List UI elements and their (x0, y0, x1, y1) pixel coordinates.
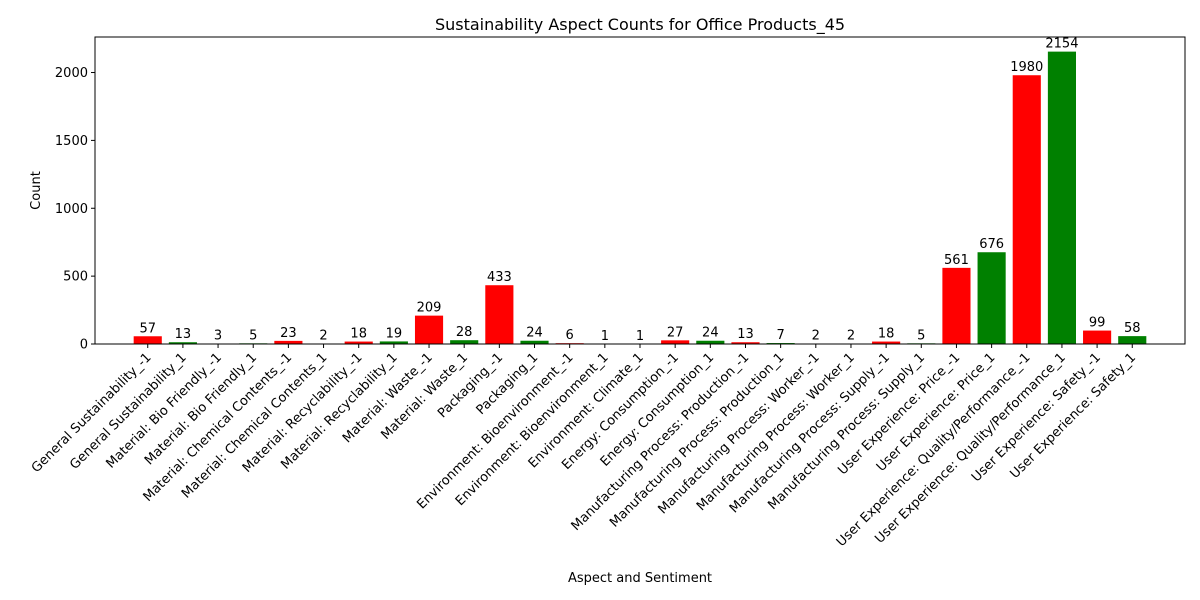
bar (133, 336, 162, 344)
bar (344, 341, 373, 344)
y-axis-label: Count (29, 171, 44, 210)
bar (1118, 336, 1147, 344)
y-tick-label: 2000 (55, 66, 88, 81)
y-tick-label: 1000 (55, 202, 88, 217)
bar-value-label: 2 (319, 329, 327, 344)
x-axis-label: Aspect and Sentiment (568, 571, 712, 586)
bar-value-label: 27 (667, 325, 684, 340)
bar-value-label: 5 (249, 328, 257, 343)
bar-value-label: 18 (878, 327, 895, 342)
bar (872, 341, 901, 344)
bar (520, 340, 549, 344)
bar (168, 342, 197, 344)
bar (379, 341, 408, 344)
bar-value-label: 3 (214, 329, 222, 344)
bar-value-label: 433 (487, 270, 512, 285)
bar-value-label: 676 (979, 237, 1004, 252)
bar-value-label: 18 (350, 327, 367, 342)
bar-value-label: 561 (944, 253, 969, 268)
bar-value-label: 57 (139, 321, 156, 336)
bar-labels-layer: 57 13 3 5 23 2 18 19 209 28 433 24 6 1 1 27 24 13 7 2 2 18 5 56… (139, 37, 1140, 344)
bar-value-label: 1 (601, 329, 609, 344)
bar-value-label: 2154 (1045, 37, 1078, 52)
bar-value-label: 24 (702, 326, 719, 341)
bar-value-label: 1 (636, 329, 644, 344)
bar (1083, 330, 1112, 344)
bar-value-label: 28 (456, 325, 473, 340)
bar (1047, 51, 1076, 344)
bar-value-label: 99 (1089, 316, 1106, 331)
bar-value-label: 2 (812, 329, 820, 344)
bar (661, 340, 690, 344)
bar-value-label: 6 (566, 328, 574, 343)
bar-value-label: 13 (737, 327, 754, 342)
bar-value-label: 5 (917, 328, 925, 343)
y-axis: 0 500 1000 1500 2000 (55, 66, 95, 353)
bar-value-label: 23 (280, 326, 297, 341)
bar-value-label: 2 (847, 329, 855, 344)
bar-value-label: 209 (417, 301, 442, 316)
chart-title: Sustainability Aspect Counts for Office … (435, 15, 845, 35)
y-tick-label: 0 (80, 338, 88, 353)
plot-frame (94, 36, 1186, 345)
bar (414, 315, 444, 344)
bar-value-label: 19 (386, 326, 403, 341)
bar (1012, 75, 1041, 345)
bar (274, 340, 303, 344)
bar-value-label: 7 (777, 328, 785, 343)
bar (977, 252, 1006, 344)
bar (485, 285, 514, 344)
bar (696, 340, 725, 344)
y-tick-label: 500 (63, 270, 88, 285)
bar-value-label: 58 (1124, 321, 1141, 336)
bar (450, 340, 479, 344)
bar-value-label: 24 (526, 326, 543, 341)
bar-value-label: 1980 (1010, 60, 1043, 75)
bar (731, 342, 760, 344)
bar (942, 267, 971, 344)
y-tick-label: 1500 (55, 134, 88, 149)
bar-value-label: 13 (175, 327, 192, 342)
